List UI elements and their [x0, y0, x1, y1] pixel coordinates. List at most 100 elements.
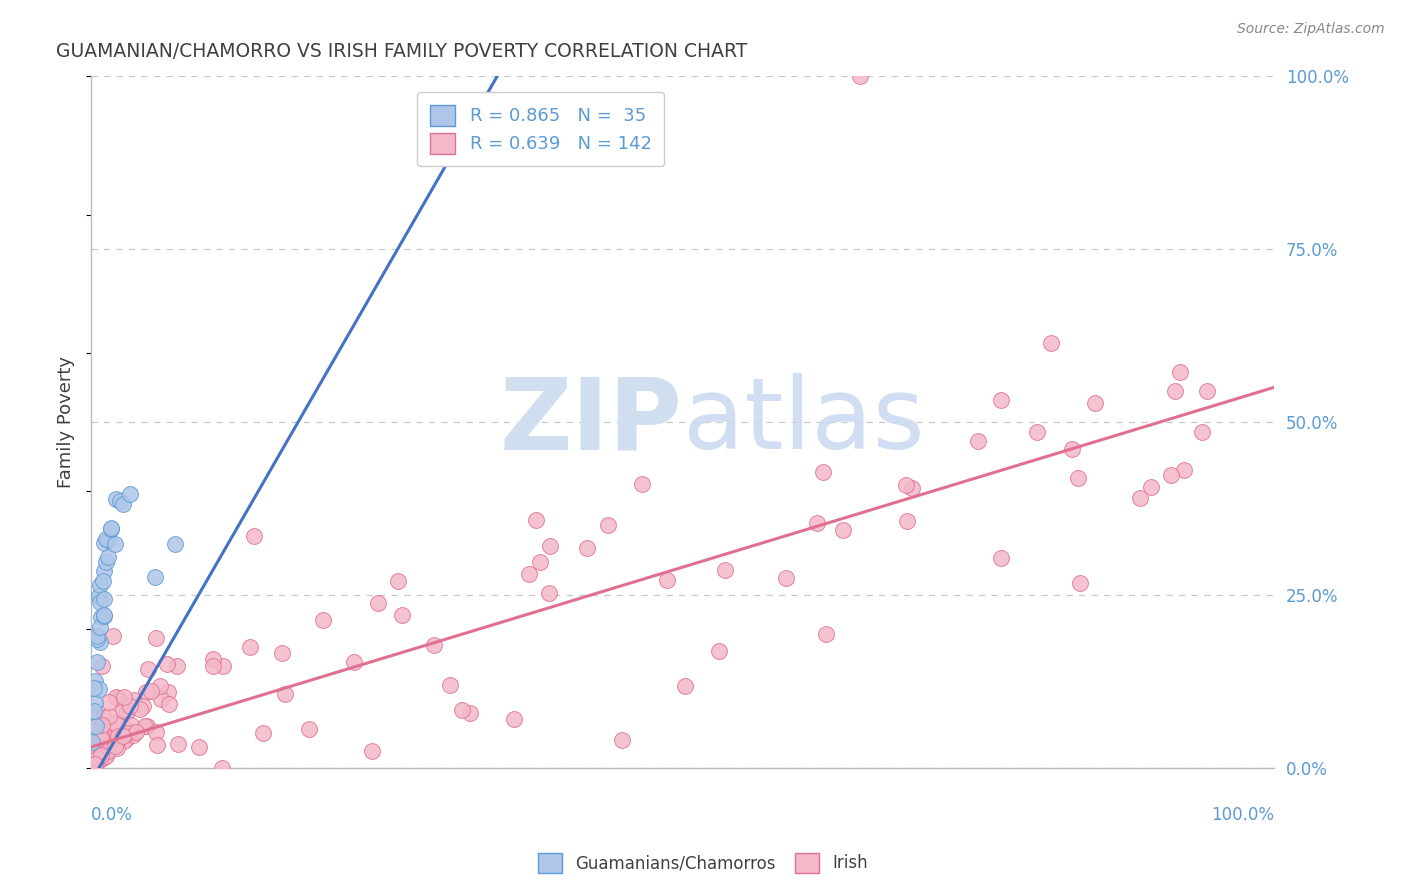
Point	[576, 541, 599, 556]
Point	[91, 747, 114, 762]
Point	[966, 434, 988, 449]
Point	[1197, 384, 1219, 399]
Point	[115, 731, 138, 746]
Point	[104, 725, 127, 739]
Point	[121, 728, 143, 742]
Y-axis label: Family Poverty: Family Poverty	[58, 356, 75, 488]
Point	[832, 523, 855, 537]
Point	[503, 712, 526, 726]
Point	[84, 696, 107, 710]
Point	[707, 644, 730, 658]
Point	[107, 690, 129, 705]
Point	[298, 723, 321, 737]
Point	[104, 537, 127, 551]
Point	[167, 737, 190, 751]
Point	[423, 638, 446, 652]
Point	[239, 640, 262, 654]
Point	[82, 735, 104, 749]
Point	[97, 550, 120, 565]
Point	[83, 747, 105, 762]
Point	[125, 725, 148, 739]
Point	[90, 747, 112, 762]
Point	[120, 487, 142, 501]
Point	[101, 716, 124, 731]
Point	[1164, 384, 1187, 398]
Point	[97, 744, 120, 758]
Point	[1025, 425, 1047, 439]
Point	[157, 697, 180, 711]
Point	[201, 658, 224, 673]
Point	[104, 717, 127, 731]
Point	[242, 528, 264, 542]
Point	[86, 741, 108, 756]
Point	[1129, 491, 1152, 505]
Point	[90, 609, 112, 624]
Point	[105, 690, 128, 705]
Point	[112, 702, 135, 716]
Point	[107, 729, 129, 743]
Point	[361, 744, 384, 758]
Point	[990, 393, 1012, 408]
Point	[990, 551, 1012, 566]
Point	[93, 536, 115, 550]
Point	[83, 757, 105, 772]
Point	[84, 756, 107, 770]
Point	[89, 595, 111, 609]
Point	[517, 566, 540, 581]
Point	[1173, 462, 1195, 476]
Point	[93, 739, 115, 754]
Point	[537, 586, 560, 600]
Point	[814, 627, 837, 641]
Point	[811, 465, 834, 479]
Point	[84, 732, 107, 747]
Point	[1040, 336, 1063, 351]
Point	[87, 681, 110, 696]
Point	[82, 745, 104, 759]
Point	[139, 684, 162, 698]
Point	[84, 673, 107, 688]
Point	[529, 555, 551, 569]
Text: 100.0%: 100.0%	[1211, 805, 1274, 823]
Point	[156, 657, 179, 672]
Point	[104, 722, 127, 736]
Point	[94, 748, 117, 763]
Point	[93, 564, 115, 578]
Point	[94, 555, 117, 569]
Point	[201, 652, 224, 666]
Point	[896, 478, 918, 492]
Point	[89, 577, 111, 591]
Point	[271, 646, 294, 660]
Point	[135, 685, 157, 699]
Point	[896, 514, 918, 528]
Point	[524, 513, 547, 527]
Point	[901, 481, 924, 495]
Text: 0.0%: 0.0%	[91, 805, 134, 823]
Point	[96, 747, 118, 761]
Point	[93, 742, 115, 756]
Point	[120, 718, 142, 732]
Point	[673, 679, 696, 693]
Point	[83, 681, 105, 695]
Point	[89, 752, 111, 766]
Point	[849, 69, 872, 83]
Legend: R = 0.865   N =  35, R = 0.639   N = 142: R = 0.865 N = 35, R = 0.639 N = 142	[418, 92, 664, 166]
Point	[149, 692, 172, 706]
Point	[1084, 396, 1107, 410]
Point	[117, 705, 139, 719]
Point	[188, 740, 211, 755]
Point	[97, 708, 120, 723]
Point	[713, 563, 735, 577]
Point	[312, 613, 335, 627]
Point	[136, 662, 159, 676]
Point	[84, 719, 107, 733]
Point	[1067, 470, 1090, 484]
Text: ZIP: ZIP	[499, 374, 682, 470]
Legend: Guamanians/Chamorros, Irish: Guamanians/Chamorros, Irish	[531, 847, 875, 880]
Point	[82, 747, 104, 761]
Point	[387, 574, 409, 589]
Point	[343, 655, 366, 669]
Point	[631, 477, 654, 491]
Point	[100, 521, 122, 535]
Point	[100, 522, 122, 536]
Point	[1168, 365, 1191, 379]
